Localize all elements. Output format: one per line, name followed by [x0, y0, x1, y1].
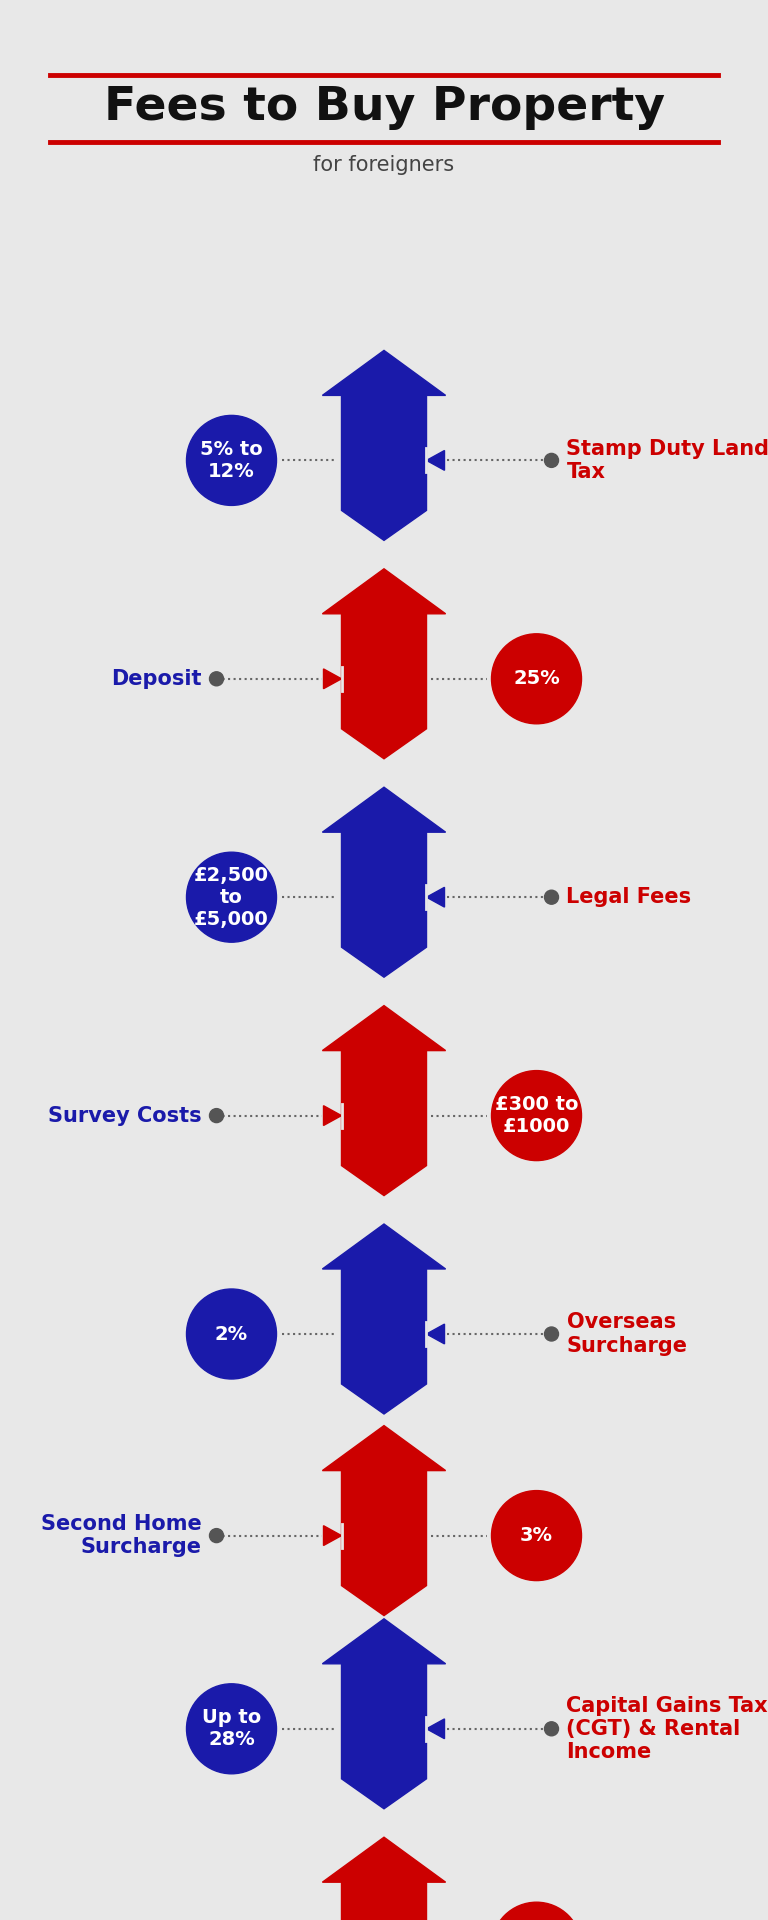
Text: Legal Fees: Legal Fees — [567, 887, 692, 908]
Circle shape — [492, 1903, 581, 1920]
Text: £300 to
£1000: £300 to £1000 — [495, 1094, 578, 1137]
Circle shape — [545, 1722, 558, 1736]
Text: 3%: 3% — [520, 1526, 553, 1546]
Polygon shape — [323, 1619, 445, 1665]
Text: Capital Gains Tax
(CGT) & Rental
Income: Capital Gains Tax (CGT) & Rental Income — [567, 1695, 768, 1763]
Circle shape — [492, 1490, 581, 1580]
Circle shape — [210, 1528, 223, 1542]
Text: Fees to Buy Property: Fees to Buy Property — [104, 86, 664, 131]
Circle shape — [187, 1288, 276, 1379]
Circle shape — [545, 891, 558, 904]
Polygon shape — [426, 1718, 445, 1740]
Polygon shape — [323, 351, 445, 396]
Polygon shape — [426, 1325, 445, 1344]
Polygon shape — [323, 1006, 445, 1050]
Text: Deposit: Deposit — [111, 668, 201, 689]
Text: 2%: 2% — [215, 1325, 248, 1344]
Polygon shape — [323, 787, 445, 831]
Text: Overseas
Surcharge: Overseas Surcharge — [567, 1313, 687, 1356]
Polygon shape — [342, 614, 426, 758]
Polygon shape — [342, 1050, 426, 1196]
Circle shape — [187, 415, 276, 505]
Polygon shape — [426, 451, 445, 470]
Text: for foreigners: for foreigners — [313, 156, 455, 175]
Text: Second Home
Surcharge: Second Home Surcharge — [41, 1515, 201, 1557]
Text: Survey Costs: Survey Costs — [48, 1106, 201, 1125]
Circle shape — [492, 1071, 581, 1160]
Circle shape — [187, 852, 276, 943]
Circle shape — [210, 1108, 223, 1123]
Polygon shape — [323, 1526, 342, 1546]
Circle shape — [187, 1684, 276, 1774]
Polygon shape — [323, 568, 445, 614]
Circle shape — [210, 672, 223, 685]
Circle shape — [545, 1327, 558, 1340]
Text: 25%: 25% — [513, 670, 560, 687]
Circle shape — [545, 453, 558, 467]
Polygon shape — [342, 831, 426, 977]
Polygon shape — [342, 1269, 426, 1413]
Polygon shape — [323, 1425, 445, 1471]
Text: 5% to
12%: 5% to 12% — [200, 440, 263, 480]
Circle shape — [492, 634, 581, 724]
Text: Up to
28%: Up to 28% — [202, 1709, 261, 1749]
Polygon shape — [323, 1837, 445, 1882]
Polygon shape — [323, 668, 342, 689]
Polygon shape — [323, 1106, 342, 1125]
Text: £2,500
to
£5,000: £2,500 to £5,000 — [194, 866, 269, 929]
Polygon shape — [342, 1471, 426, 1615]
Polygon shape — [323, 1225, 445, 1269]
Polygon shape — [426, 887, 445, 906]
Polygon shape — [342, 1665, 426, 1809]
Polygon shape — [342, 396, 426, 540]
Polygon shape — [342, 1882, 426, 1920]
Text: Stamp Duty Land
Tax: Stamp Duty Land Tax — [567, 440, 768, 482]
